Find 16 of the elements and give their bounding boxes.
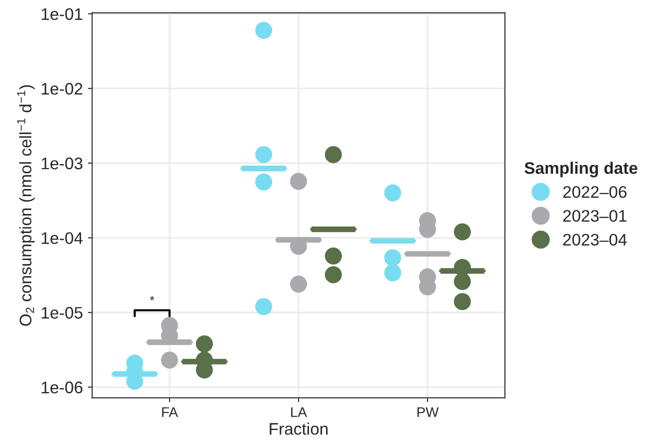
annotation: * [150, 296, 154, 300]
legend-label: 2023–04 [563, 234, 627, 246]
y-tick-label: 1e-06 [42, 382, 82, 394]
legend-title: Sampling date [524, 162, 638, 178]
x-tick-label: LA [291, 407, 308, 417]
y-axis-title: O$_{2}$ consumption (nmol cell$^{−1}$ d$^{−1}$) [17, 85, 35, 326]
x-tick-label: FA [162, 407, 178, 417]
y-tick-label: 1e-05 [42, 306, 82, 319]
x-tick-label: PW [417, 407, 439, 417]
legend-label: 2023–01 [563, 210, 626, 222]
y-tick-label: 1e-02 [42, 82, 82, 95]
x-axis-title: Fraction [270, 422, 328, 435]
legend-label: 2022–06 [563, 186, 627, 198]
y-tick-label: 1e-03 [42, 158, 82, 170]
y-tick-label: 1e-04 [42, 232, 83, 244]
y-tick-label: 1e-01 [42, 8, 82, 20]
